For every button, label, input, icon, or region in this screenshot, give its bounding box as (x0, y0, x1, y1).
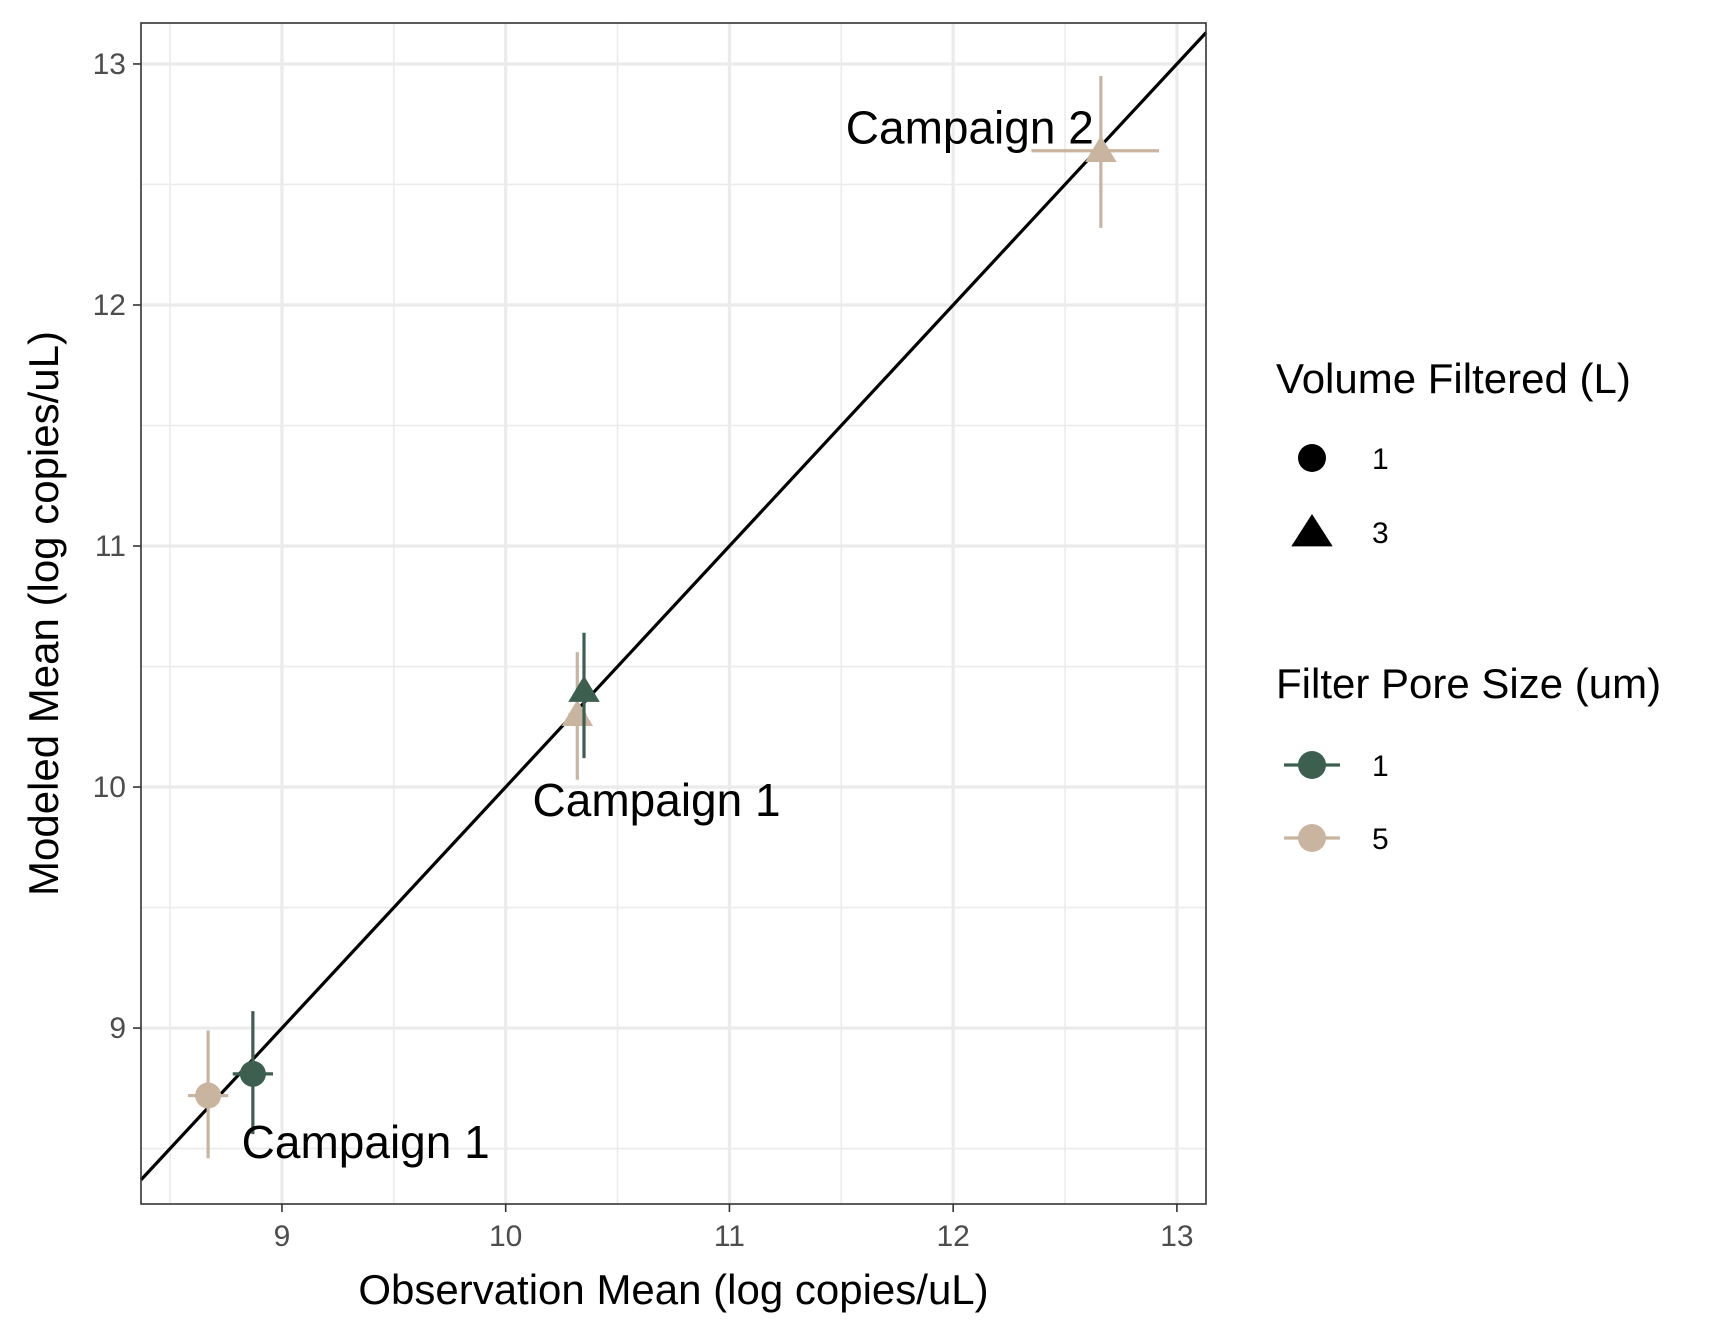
data-point-circle (195, 1082, 222, 1109)
data-point-group (568, 632, 600, 759)
legend-pore-size: Filter Pore Size (um) 1 5 (1276, 660, 1661, 856)
y-tick-label: 9 (109, 1012, 126, 1045)
x-axis-title: Observation Mean (log copies/uL) (358, 1266, 988, 1313)
legend-label: 1 (1372, 443, 1389, 476)
x-axis: 9 10 11 12 13 (274, 1204, 1194, 1253)
x-tick-label: 9 (274, 1220, 291, 1253)
legend: Volume Filtered (L) 1 3 Filter Pore Size (u… (1276, 355, 1661, 856)
legend-key-circle (1298, 444, 1326, 472)
annotation-label: Campaign 2 (846, 102, 1094, 154)
reference-line-layer (139, 31, 1208, 1181)
y-axis-title: Modeled Mean (log copies/uL) (20, 331, 67, 896)
x-tick-label: 10 (489, 1220, 522, 1253)
data-point-triangle (568, 675, 600, 702)
annotations-layer: Campaign 1 Campaign 1 Campaign 2 (242, 102, 1094, 1169)
legend-title-volume: Volume Filtered (L) (1276, 355, 1631, 402)
legend-title-pore: Filter Pore Size (um) (1276, 660, 1661, 707)
legend-volume-filtered: Volume Filtered (L) 1 3 (1276, 355, 1631, 550)
annotation-label: Campaign 1 (533, 774, 781, 826)
legend-key-circle (1298, 824, 1326, 852)
identity-line (139, 31, 1208, 1181)
annotation-label: Campaign 1 (242, 1116, 490, 1168)
x-tick-label: 11 (714, 1220, 745, 1253)
data-point-group (1031, 76, 1160, 228)
legend-item-pore: 1 (1284, 750, 1389, 783)
legend-label: 5 (1372, 823, 1389, 856)
legend-item-pore: 5 (1284, 823, 1389, 856)
legend-key-triangle (1291, 514, 1333, 547)
legend-item-volume: 1 (1298, 443, 1389, 476)
y-tick-label: 10 (93, 771, 126, 804)
data-point-group (187, 1030, 229, 1159)
x-tick-label: 13 (1160, 1220, 1193, 1253)
legend-label: 1 (1372, 750, 1389, 783)
data-point-circle (239, 1060, 266, 1087)
grid-minor (141, 23, 1206, 1204)
legend-item-volume: 3 (1291, 514, 1389, 550)
legend-key-circle (1298, 751, 1326, 779)
data-point-group (232, 1011, 274, 1135)
y-tick-label: 11 (95, 530, 126, 563)
y-tick-label: 12 (93, 289, 126, 322)
plot-panel: Campaign 1 Campaign 1 Campaign 2 (139, 22, 1208, 1205)
grid-major (141, 23, 1206, 1204)
y-tick-label: 13 (93, 48, 126, 81)
x-tick-label: 12 (936, 1220, 969, 1253)
data-point-triangle (1085, 135, 1117, 162)
points-layer (187, 76, 1160, 1159)
legend-label: 3 (1372, 517, 1389, 550)
y-axis: 9 10 11 12 13 (93, 48, 141, 1045)
panel-border (140, 22, 1207, 1205)
